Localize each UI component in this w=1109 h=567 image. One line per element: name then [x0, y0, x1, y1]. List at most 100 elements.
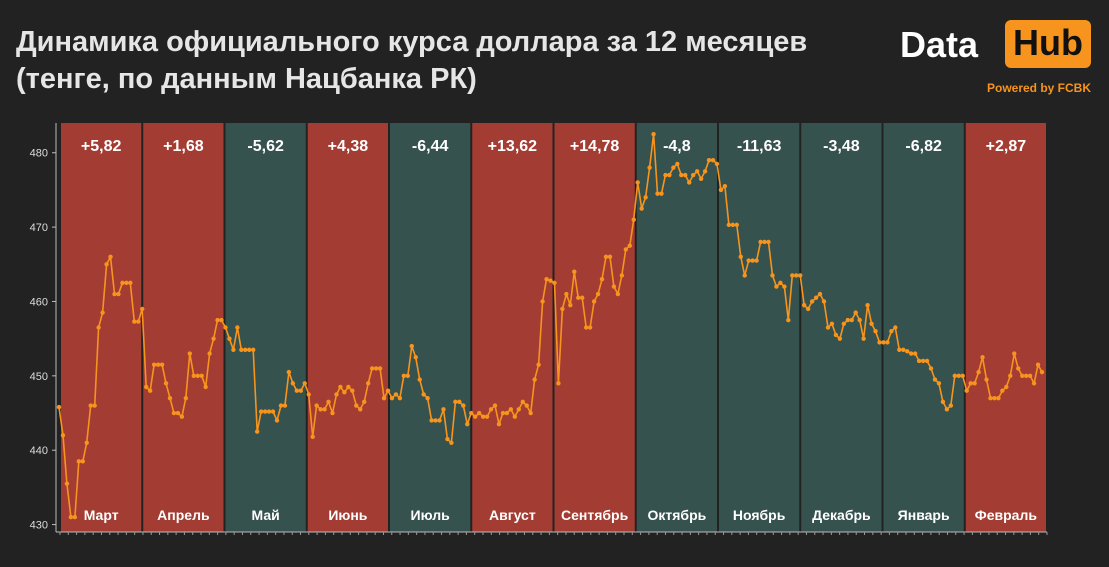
data-point [873, 329, 878, 334]
data-point [484, 414, 490, 419]
data-point [992, 395, 997, 401]
data-point [223, 325, 228, 330]
data-point [1008, 373, 1013, 379]
data-point [932, 377, 938, 382]
data-point [988, 395, 993, 401]
data-point [425, 395, 430, 401]
data-point [453, 399, 458, 405]
data-point [564, 291, 569, 297]
data-point [690, 172, 696, 178]
data-point [140, 306, 145, 312]
month-name-label: Март [84, 507, 119, 523]
month-name-label: Июнь [328, 507, 367, 523]
data-point [599, 276, 605, 282]
data-point [401, 373, 407, 379]
data-point [96, 325, 101, 330]
data-point [167, 395, 173, 401]
data-point [964, 388, 969, 393]
data-point [798, 273, 803, 278]
month-name-label: Сентябрь [561, 507, 629, 523]
month-band [636, 123, 717, 532]
data-point [742, 273, 747, 278]
data-point [282, 403, 288, 408]
month-change-label: -11,63 [737, 138, 782, 155]
data-point [417, 377, 422, 382]
month-band [965, 123, 1046, 532]
data-point [108, 254, 113, 260]
data-point [683, 172, 688, 178]
data-point [393, 392, 399, 397]
data-point [64, 481, 70, 486]
data-point [298, 388, 303, 393]
data-point [191, 373, 196, 379]
data-point [734, 222, 739, 228]
data-point [342, 389, 347, 395]
data-point [706, 157, 712, 163]
data-point [572, 269, 577, 274]
data-point [552, 280, 557, 286]
data-point [365, 381, 371, 386]
month-band [143, 123, 224, 532]
data-point [694, 169, 700, 174]
data-point [175, 410, 181, 416]
data-point [350, 388, 355, 393]
data-point [948, 403, 954, 408]
data-point [1016, 366, 1021, 371]
data-point [607, 254, 613, 260]
data-point [627, 243, 632, 248]
data-point [334, 392, 339, 397]
data-point [548, 278, 553, 283]
data-point [837, 336, 843, 341]
data-point [671, 165, 676, 170]
month-change-label: +14,78 [570, 138, 619, 155]
data-point [980, 355, 985, 360]
data-point [801, 302, 807, 308]
data-point [128, 280, 133, 286]
data-point [159, 362, 165, 367]
month-band [554, 123, 635, 532]
data-point [92, 403, 97, 408]
data-point [952, 373, 957, 379]
data-point [758, 239, 763, 245]
data-point [397, 395, 403, 401]
month-change-label: +2,87 [986, 138, 1027, 155]
month-change-label: +1,68 [163, 138, 204, 155]
data-point [754, 258, 759, 263]
data-point [556, 381, 561, 386]
data-point [195, 373, 200, 379]
data-point [560, 306, 565, 312]
data-point [916, 358, 922, 364]
data-point [532, 377, 537, 382]
data-point [306, 392, 311, 397]
data-point [1012, 351, 1017, 356]
data-point [76, 459, 82, 464]
data-point [738, 254, 743, 260]
data-point [508, 407, 514, 412]
data-point [512, 414, 518, 419]
data-point [199, 373, 204, 379]
data-point [857, 317, 862, 323]
data-point [144, 384, 149, 390]
data-point [227, 336, 232, 341]
data-point [116, 291, 121, 297]
data-point [849, 317, 854, 323]
data-point [790, 273, 795, 278]
data-point [80, 459, 85, 464]
data-point [770, 273, 775, 278]
data-point [829, 321, 835, 326]
data-point [310, 434, 315, 440]
data-point [817, 291, 823, 297]
y-tick-label: 430 [30, 520, 48, 532]
data-point [881, 340, 886, 345]
data-point [437, 418, 442, 423]
data-point [354, 403, 359, 408]
logo-hub-text: Hub [1005, 20, 1091, 68]
month-change-label: -6,44 [412, 138, 449, 155]
data-point [476, 410, 482, 416]
data-point [405, 373, 411, 379]
data-point [68, 514, 74, 520]
data-point [465, 421, 470, 427]
data-point [179, 414, 185, 419]
data-point [314, 403, 319, 408]
data-point [595, 291, 601, 297]
